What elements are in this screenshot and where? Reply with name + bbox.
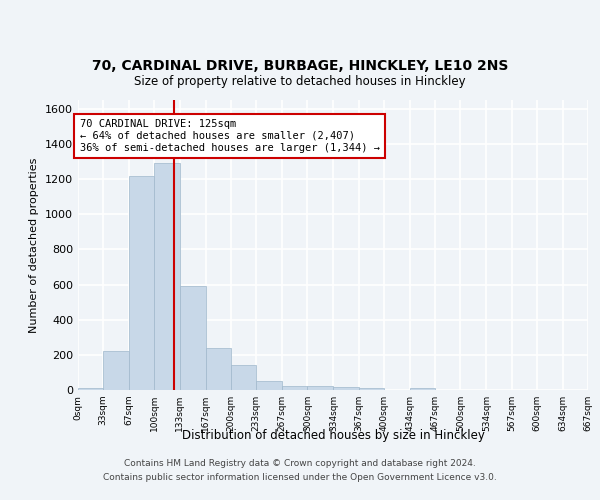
Text: Distribution of detached houses by size in Hinckley: Distribution of detached houses by size … <box>182 430 484 442</box>
Bar <box>103 352 129 390</box>
Bar <box>307 386 334 390</box>
Bar <box>154 164 179 390</box>
Text: 70 CARDINAL DRIVE: 125sqm
← 64% of detached houses are smaller (2,407)
36% of se: 70 CARDINAL DRIVE: 125sqm ← 64% of detac… <box>80 120 380 152</box>
Bar <box>334 388 359 390</box>
Text: 70, CARDINAL DRIVE, BURBAGE, HINCKLEY, LE10 2NS: 70, CARDINAL DRIVE, BURBAGE, HINCKLEY, L… <box>92 58 508 72</box>
Bar <box>282 386 307 390</box>
Text: Size of property relative to detached houses in Hinckley: Size of property relative to detached ho… <box>134 74 466 88</box>
Bar <box>179 286 206 390</box>
Text: Contains public sector information licensed under the Open Government Licence v3: Contains public sector information licen… <box>103 474 497 482</box>
Bar <box>410 388 435 390</box>
Bar <box>231 366 256 390</box>
Bar <box>256 381 282 390</box>
Bar <box>129 176 154 390</box>
Bar <box>78 388 103 390</box>
Y-axis label: Number of detached properties: Number of detached properties <box>29 158 40 332</box>
Bar <box>206 348 231 390</box>
Text: Contains HM Land Registry data © Crown copyright and database right 2024.: Contains HM Land Registry data © Crown c… <box>124 458 476 468</box>
Bar <box>359 388 384 390</box>
